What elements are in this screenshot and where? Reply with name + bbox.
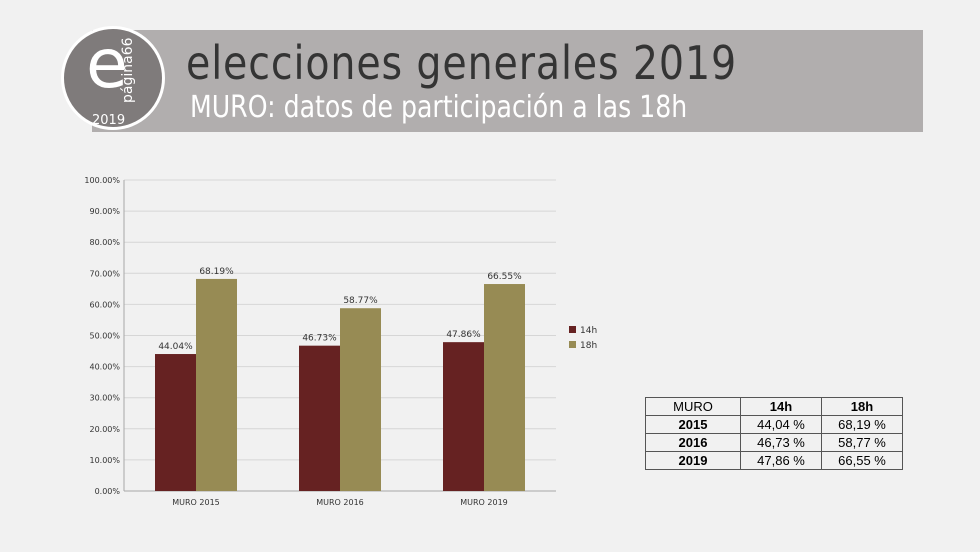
- y-tick-label: 70.00%: [89, 269, 120, 278]
- bar: [299, 345, 340, 491]
- logo: e página66 2019: [61, 26, 165, 130]
- y-tick-label: 50.00%: [89, 332, 120, 341]
- logo-letter: e: [86, 25, 128, 104]
- x-tick-label: MURO 2019: [460, 498, 508, 507]
- y-tick-label: 90.00%: [89, 207, 120, 216]
- y-tick-label: 40.00%: [89, 363, 120, 372]
- table-cell: 68,19 %: [821, 415, 903, 434]
- legend-label: 14h: [580, 326, 597, 336]
- logo-year: 2019: [92, 113, 126, 128]
- page-title: elecciones generales 2019: [186, 36, 738, 90]
- table-header-row: MURO 14h 18h: [645, 397, 903, 416]
- table-cell: 2019: [645, 451, 741, 470]
- y-tick-label: 10.00%: [89, 456, 120, 465]
- table-header-cell: 18h: [821, 397, 903, 416]
- table-row: 2016 46,73 % 58,77 %: [645, 433, 903, 452]
- header-banner: [92, 30, 923, 132]
- table-header-cell: 14h: [740, 397, 822, 416]
- y-tick-label: 80.00%: [89, 238, 120, 247]
- x-tick-label: MURO 2015: [172, 498, 220, 507]
- y-tick-label: 100.00%: [84, 176, 120, 185]
- y-tick-label: 20.00%: [89, 425, 120, 434]
- x-tick-label: MURO 2016: [316, 498, 364, 507]
- table-cell: 44,04 %: [740, 415, 822, 434]
- legend-label: 18h: [580, 341, 597, 351]
- page-subtitle: MURO: datos de participación a las 18h: [190, 90, 688, 125]
- bar: [196, 278, 237, 491]
- table-cell: 2016: [645, 433, 741, 452]
- bar: [484, 284, 525, 491]
- legend-swatch: [569, 326, 576, 333]
- data-label: 46.73%: [302, 334, 337, 344]
- legend-swatch: [569, 341, 576, 348]
- table-cell: 2015: [645, 415, 741, 434]
- y-tick-label: 60.00%: [89, 300, 120, 309]
- data-label: 44.04%: [158, 342, 193, 352]
- table-cell: 58,77 %: [821, 433, 903, 452]
- data-label: 68.19%: [199, 267, 234, 277]
- bar: [340, 308, 381, 491]
- data-label: 58.77%: [343, 296, 378, 306]
- table-row: 2015 44,04 % 68,19 %: [645, 415, 903, 434]
- bar: [443, 342, 484, 491]
- data-label: 66.55%: [487, 272, 522, 282]
- table-row: 2019 47,86 % 66,55 %: [645, 451, 903, 470]
- table-cell: 66,55 %: [821, 451, 903, 470]
- y-tick-label: 30.00%: [89, 394, 120, 403]
- data-label: 47.86%: [446, 330, 481, 340]
- data-table: MURO 14h 18h 2015 44,04 % 68,19 % 2016 4…: [645, 397, 903, 470]
- table-header-cell: MURO: [645, 397, 741, 416]
- bar: [155, 354, 196, 491]
- table-cell: 46,73 %: [740, 433, 822, 452]
- y-tick-label: 0.00%: [95, 487, 121, 496]
- table-cell: 47,86 %: [740, 451, 822, 470]
